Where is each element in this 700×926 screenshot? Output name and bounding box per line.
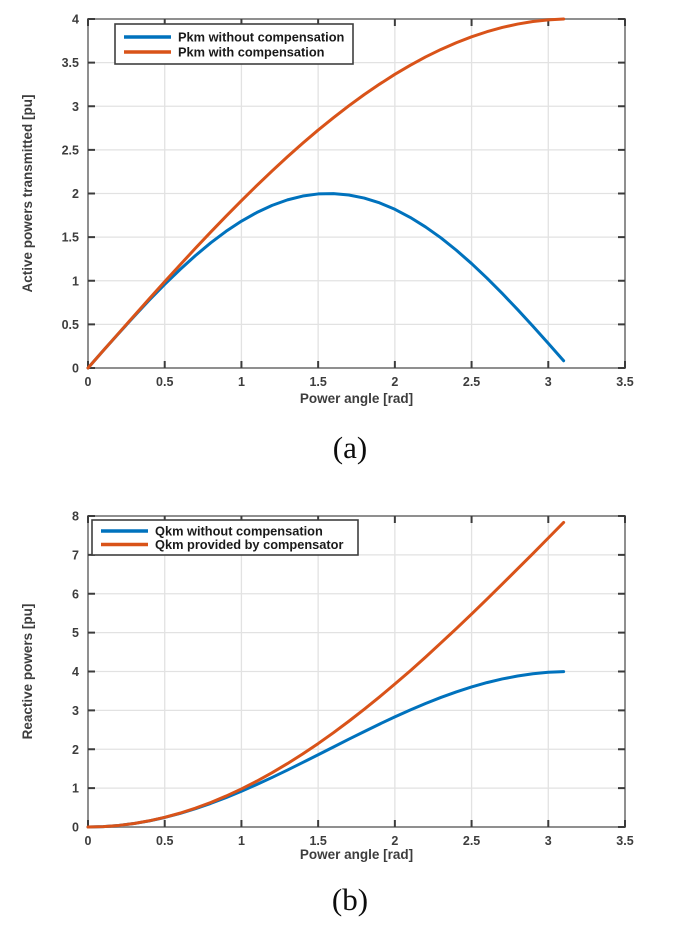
y-tick-label: 3.5 <box>62 56 79 70</box>
series-line-0 <box>86 192 566 370</box>
x-tick-label: 2 <box>391 834 398 848</box>
series-line-1 <box>86 520 566 829</box>
legend-label-1: Qkm provided by compensator <box>155 537 343 552</box>
y-tick-label: 2 <box>72 743 79 757</box>
y-tick-label: 0 <box>72 821 79 835</box>
x-tick-label: 2 <box>391 375 398 389</box>
legend-box <box>114 23 354 65</box>
x-tick-label: 3.5 <box>616 375 633 389</box>
y-axis-label: Active powers transmitted [pu] <box>20 94 35 292</box>
x-tick-label: 2.5 <box>463 834 480 848</box>
x-tick-label: 0.5 <box>156 375 173 389</box>
y-axis-label: Reactive powers [pu] <box>20 604 35 740</box>
x-tick-label: 0 <box>85 375 92 389</box>
x-tick-label: 0.5 <box>156 834 173 848</box>
x-tick-label: 1.5 <box>309 834 326 848</box>
chart-reactive-powers: 0 0.5 1 1.5 2 2.5 3 3.5 0 1 2 3 4 5 6 7 8 Power angle [ra… <box>0 470 700 926</box>
y-tick-label: 1 <box>72 782 79 796</box>
chart-active-powers-canvas: 0 0.5 1 1.5 2 2.5 3 3.5 0 0.5 1 1.5 2 2.5 3 3.5 4 Power a… <box>20 13 634 407</box>
x-tick-label: 2.5 <box>463 375 480 389</box>
x-tick-label: 3 <box>545 375 552 389</box>
x-tick-label: 3 <box>545 834 552 848</box>
y-tick-label: 8 <box>72 510 79 524</box>
legend-box <box>91 519 359 556</box>
y-tick-label: 4 <box>72 13 79 27</box>
chart-reactive-powers-canvas: 0 0.5 1 1.5 2 2.5 3 3.5 0 1 2 3 4 5 6 7 8 Power angle [ra… <box>20 510 634 863</box>
series-line-1 <box>86 17 566 370</box>
y-tick-label: 0.5 <box>62 318 79 332</box>
x-axis-label: Power angle [rad] <box>300 847 413 862</box>
legend-label-1: Pkm with compensation <box>178 45 325 60</box>
y-tick-label: 6 <box>72 587 79 601</box>
y-tick-label: 2.5 <box>62 143 79 157</box>
legend-label-0: Pkm without compensation <box>178 30 345 45</box>
y-tick-label: 7 <box>72 548 79 562</box>
x-tick-label: 1.5 <box>309 375 326 389</box>
y-tick-label: 4 <box>72 665 79 679</box>
y-tick-label: 3 <box>72 100 79 114</box>
legend-label-0: Qkm without compensation <box>155 524 323 539</box>
y-tick-label: 3 <box>72 704 79 718</box>
x-tick-label: 3.5 <box>616 834 633 848</box>
x-tick-label: 1 <box>238 834 245 848</box>
y-tick-label: 1.5 <box>62 231 79 245</box>
y-tick-label: 1 <box>72 274 79 288</box>
y-tick-label: 0 <box>72 362 79 376</box>
x-axis-label: Power angle [rad] <box>300 391 413 406</box>
chart-active-powers: 0 0.5 1 1.5 2 2.5 3 3.5 0 0.5 1 1.5 2 2.5 3 3.5 4 Power a… <box>20 13 634 466</box>
caption-a: (a) <box>332 430 368 465</box>
y-tick-label: 5 <box>72 626 79 640</box>
y-tick-label: 2 <box>72 187 79 201</box>
caption-b: (b) <box>331 882 369 917</box>
x-tick-label: 0 <box>85 834 92 848</box>
x-tick-label: 1 <box>238 375 245 389</box>
